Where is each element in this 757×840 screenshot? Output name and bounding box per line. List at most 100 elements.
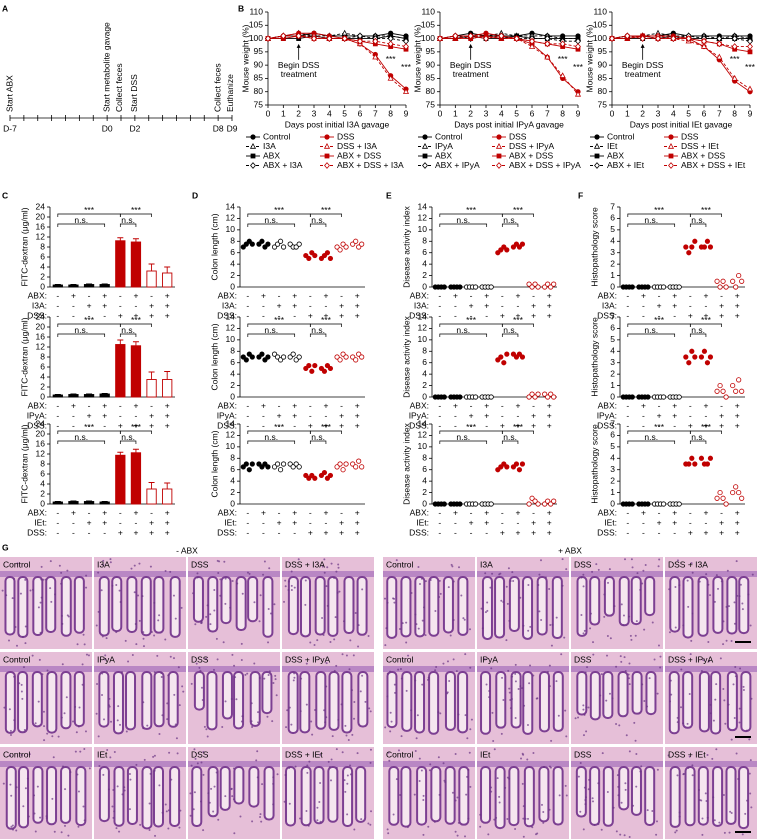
nucleus (102, 564, 105, 567)
nucleus (595, 563, 598, 566)
nucleus (229, 606, 232, 609)
condition-sign: - (470, 290, 473, 300)
nucleus (615, 830, 618, 833)
significance-bracket (439, 440, 488, 444)
nucleus (405, 689, 408, 692)
nucleus (532, 752, 535, 755)
nucleus (479, 813, 482, 816)
condition-sign: - (720, 290, 723, 300)
histology-label: DSS + IEt (285, 749, 323, 759)
y-tick-label: 80 (598, 86, 608, 96)
data-point (243, 461, 249, 467)
significance-label: n.s. (456, 432, 470, 442)
nucleus (230, 788, 233, 791)
condition-sign: - (262, 310, 265, 320)
y-tick-label: 8 (422, 236, 427, 246)
condition-sign: + (339, 517, 344, 527)
condition-sign: - (135, 300, 138, 310)
nucleus (324, 721, 327, 724)
panel-label: D (192, 190, 198, 200)
condition-sign: - (246, 420, 249, 430)
condition-sign: - (88, 400, 91, 410)
legend-marker (668, 153, 674, 159)
condition-sign: + (133, 290, 138, 300)
nucleus (690, 639, 693, 642)
nucleus (416, 714, 419, 717)
nucleus (292, 679, 295, 682)
x-tick-label: 8 (560, 108, 565, 118)
condition-sign: - (103, 420, 106, 430)
nucleus (41, 673, 44, 676)
nucleus (31, 588, 34, 591)
x-tick-label: 7 (717, 108, 722, 118)
error-bar (70, 393, 77, 395)
condition-sign: + (292, 290, 297, 300)
nucleus (688, 693, 691, 696)
nucleus (160, 672, 163, 675)
nucleus (233, 664, 236, 667)
significance-bracket (309, 323, 342, 327)
nucleus (266, 715, 269, 718)
nucleus (116, 785, 119, 788)
condition-sign: - (517, 410, 520, 420)
y-tick-label: 12 (36, 231, 46, 241)
condition-sign: - (309, 400, 312, 410)
data-point (356, 458, 362, 464)
data-point (359, 241, 365, 247)
nucleus (711, 757, 714, 760)
significance-bracket (309, 440, 327, 444)
nucleus (81, 663, 84, 666)
histology-label: DSS + IEt (668, 749, 706, 759)
timeline-event: Start DSS (129, 74, 139, 112)
crypt (538, 766, 550, 823)
nucleus (232, 798, 235, 801)
nucleus (290, 584, 293, 587)
condition-sign: + (102, 290, 107, 300)
nucleus (109, 561, 112, 564)
condition-sign: + (469, 410, 474, 420)
nucleus (488, 696, 491, 699)
crypt (98, 671, 110, 728)
condition-sign: - (532, 507, 535, 517)
condition-sign: - (56, 400, 59, 410)
data-point (574, 90, 582, 97)
nucleus (498, 801, 501, 804)
y-tick-label: 24 (36, 418, 46, 428)
crypt (416, 766, 428, 826)
condition-sign: + (355, 420, 360, 430)
nucleus (509, 698, 512, 701)
nucleus (483, 658, 486, 661)
nucleus (31, 654, 34, 657)
nucleus (309, 641, 312, 644)
nucleus (524, 817, 527, 820)
data-point (337, 357, 343, 363)
condition-sign: - (88, 527, 91, 537)
data-point (689, 455, 695, 461)
data-point (353, 464, 359, 470)
significance-label: n.s. (121, 215, 135, 225)
nucleus (529, 625, 532, 628)
nucleus (195, 662, 198, 665)
nucleus (727, 605, 730, 608)
nucleus (414, 679, 417, 682)
data-point (676, 284, 682, 290)
bar (115, 240, 126, 288)
y-tick-label: 4 (230, 368, 235, 378)
nucleus (635, 785, 638, 788)
nucleus (308, 760, 311, 763)
data-point (544, 40, 551, 48)
significance-label: *** (730, 54, 741, 64)
nucleus (521, 752, 524, 755)
x-tick-label: 3 (484, 108, 489, 118)
legend-label: ABX (263, 150, 280, 160)
crypt (192, 576, 204, 623)
crypt (221, 671, 233, 720)
nucleus (676, 721, 679, 724)
nucleus (10, 825, 13, 828)
crypt (300, 576, 312, 638)
nucleus (597, 782, 600, 785)
nucleus (737, 777, 740, 780)
data-point (689, 348, 695, 354)
nucleus (617, 794, 620, 797)
nucleus (231, 795, 234, 798)
